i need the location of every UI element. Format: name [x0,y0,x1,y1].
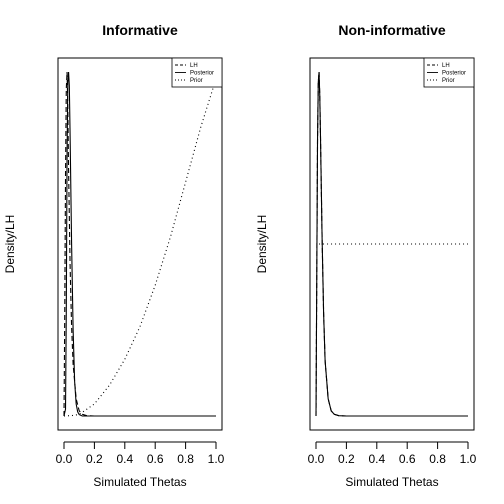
series-posterior-line [315,71,468,417]
plot-frame [57,57,223,431]
legend-label: Prior [190,78,203,84]
legend-label: LH [442,63,450,69]
x-tick-label: 0.4 [368,452,385,466]
x-tick-label: 0.2 [338,452,355,466]
panel-1: Informative 0.0 0.2 0.4 0.6 0.8 1.0 Simulated T… [3,22,225,489]
x-tick-label: 0.6 [399,452,416,466]
series-posterior-line [63,71,216,417]
legend-label: Prior [442,78,455,84]
x-tick-label: 0.4 [116,452,133,466]
plot-frame [309,57,475,431]
legend-box [171,57,223,88]
x-axis-label: Simulated Thetas [93,475,186,489]
legend-label: LH [190,63,198,69]
legend-label: Posterior [190,71,214,77]
chart-title: Informative [102,22,178,38]
x-tick-label: 1.0 [208,452,225,466]
x-tick-label: 0.6 [147,452,164,466]
x-tick-label: 0.0 [308,452,325,466]
y-axis-label: Density/LH [3,215,17,274]
x-tick-label: 0.8 [177,452,194,466]
panel-2: Non-informative 0.0 0.2 0.4 0.6 0.8 1.0 Simulat… [255,22,477,489]
x-tick-label: 0.0 [56,452,73,466]
x-tick-label: 1.0 [460,452,477,466]
x-tick-label: 0.2 [86,452,103,466]
legend-label: Posterior [442,71,466,77]
chart-title: Non-informative [338,22,446,38]
series-prior-line [63,78,217,417]
x-tick-label: 0.8 [429,452,446,466]
x-axis-label: Simulated Thetas [345,475,438,489]
series-lh-line [63,71,216,417]
y-axis-label: Density/LH [255,215,269,274]
